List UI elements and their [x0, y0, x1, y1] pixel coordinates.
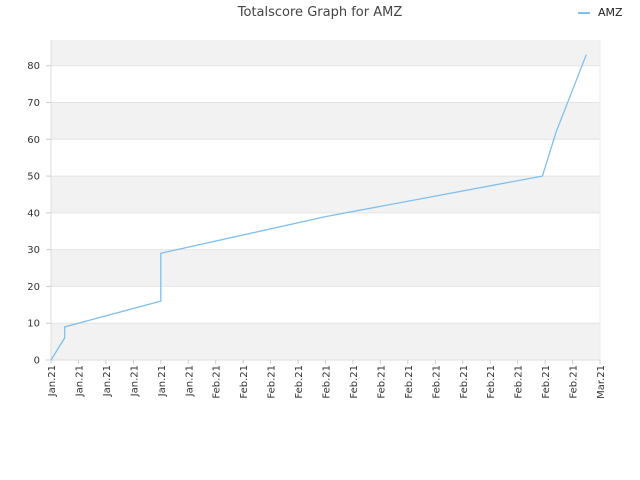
x-tick-label: Feb.21 [486, 365, 497, 399]
x-tick-label: Jan.21 [157, 365, 168, 397]
x-tick-label: Feb.21 [541, 365, 552, 399]
x-tick-label: Feb.21 [239, 365, 250, 399]
y-tick-label: 40 [27, 208, 40, 219]
band [51, 102, 600, 140]
x-tick-label: Feb.21 [404, 365, 415, 399]
x-tick-label: Feb.21 [322, 365, 333, 399]
x-tick-label: Jan.21 [74, 365, 85, 397]
x-tick-label: Jan.21 [129, 365, 140, 397]
y-axis-ticks: 0 10 20 30 40 50 60 70 80 [27, 61, 51, 367]
band [51, 176, 600, 213]
x-axis-ticks: Jan.21 Jan.21 Jan.21 Jan.21 Jan.21 Jan.21 Feb.… [47, 360, 607, 399]
band [51, 323, 600, 360]
legend[interactable]: AMZ [578, 6, 623, 19]
x-tick-label: Feb.21 [431, 365, 442, 399]
plot-bands [51, 40, 600, 360]
y-tick-label: 60 [27, 135, 40, 146]
x-tick-label: Jan.21 [184, 365, 195, 397]
x-tick-label: Feb.21 [212, 365, 223, 399]
band [51, 40, 600, 66]
y-tick-label: 80 [27, 61, 40, 72]
x-tick-label: Feb.21 [569, 365, 580, 399]
x-tick-label: Mar.21 [596, 365, 607, 399]
x-tick-label: Feb.21 [267, 365, 278, 399]
y-tick-label: 50 [27, 172, 40, 183]
chart-title: Totalscore Graph for AMZ [237, 5, 403, 20]
x-tick-label: Feb.21 [294, 365, 305, 399]
y-tick-label: 20 [27, 282, 40, 293]
series-line-amz [50, 54, 587, 361]
x-tick-label: Feb.21 [459, 365, 470, 399]
band [51, 249, 600, 287]
x-tick-label: Jan.21 [102, 365, 113, 397]
y-tick-label: 70 [27, 98, 40, 109]
y-tick-label: 10 [27, 319, 40, 330]
y-tick-label: 0 [34, 356, 40, 367]
y-tick-label: 30 [27, 245, 40, 256]
legend-label-amz: AMZ [598, 6, 623, 19]
legend-swatch [578, 11, 590, 14]
x-tick-label: Feb.21 [349, 365, 360, 399]
x-tick-label: Feb.21 [514, 365, 525, 399]
series-lines [50, 54, 587, 361]
x-tick-label: Jan.21 [47, 365, 58, 397]
x-tick-label: Feb.21 [376, 365, 387, 399]
